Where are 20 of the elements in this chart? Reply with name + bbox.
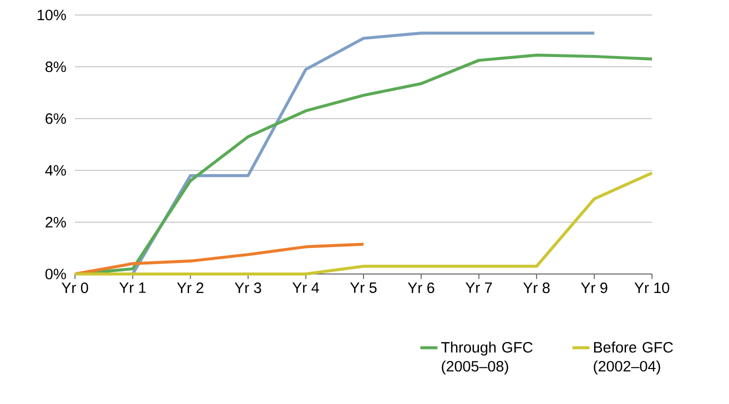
x-tick-label: Yr 1 — [119, 282, 146, 293]
x-tick-label: Yr 10 — [634, 282, 670, 294]
x-tick-label: Yr 3 — [234, 282, 262, 294]
x-tick-label: Yr 6 — [408, 282, 434, 294]
x-tick-label: Yr 8 — [523, 282, 550, 294]
x-tick-label: Yr 7 — [466, 282, 492, 293]
x-tick-label: Yr 4 — [292, 282, 320, 293]
y-tick-label: 10% — [38, 10, 66, 20]
y-tick-label: 0% — [45, 268, 66, 280]
legend-label: Through GFC (2005–08) — [441, 342, 533, 374]
x-tick-label: Yr 2 — [177, 282, 204, 293]
line-series — [74, 242, 365, 276]
y-tick-label: 6% — [46, 113, 66, 124]
x-tick-label: Yr 5 — [350, 282, 377, 293]
legend-label: Before GFC (2002–04) — [594, 342, 673, 374]
y-tick-label: 4% — [45, 165, 66, 176]
x-tick-label: Yr 0 — [62, 282, 88, 294]
y-tick-label: 8% — [46, 62, 66, 72]
y-tick-label: 2% — [46, 216, 66, 228]
x-tick-label: Yr 9 — [580, 282, 608, 294]
